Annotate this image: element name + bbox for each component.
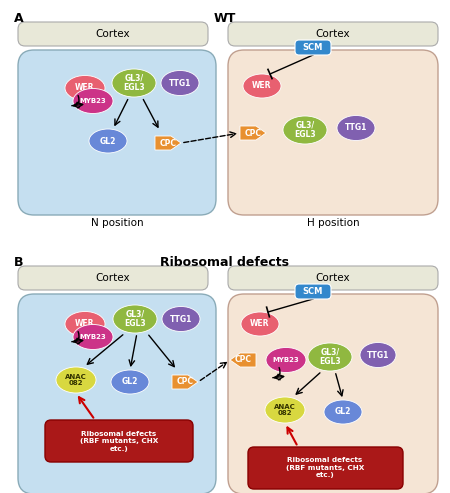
Ellipse shape xyxy=(360,343,396,367)
Text: SCM: SCM xyxy=(303,43,323,52)
Ellipse shape xyxy=(162,307,200,331)
FancyBboxPatch shape xyxy=(45,420,193,462)
Text: Cortex: Cortex xyxy=(96,29,130,39)
Text: Ribosomal defects: Ribosomal defects xyxy=(161,256,289,269)
Text: H position: H position xyxy=(307,218,359,228)
Ellipse shape xyxy=(73,324,113,350)
Text: CPC: CPC xyxy=(244,129,261,138)
Ellipse shape xyxy=(56,367,96,393)
Text: GL2: GL2 xyxy=(100,137,116,145)
Polygon shape xyxy=(230,353,256,367)
Text: GL3/
EGL3: GL3/ EGL3 xyxy=(124,310,146,328)
Text: Cortex: Cortex xyxy=(316,273,350,283)
Polygon shape xyxy=(240,126,266,140)
Text: WER: WER xyxy=(250,319,270,328)
FancyBboxPatch shape xyxy=(228,294,438,493)
Text: TTG1: TTG1 xyxy=(367,351,389,359)
Text: GL2: GL2 xyxy=(122,378,138,387)
Text: CPC: CPC xyxy=(159,139,176,147)
Text: MYB23: MYB23 xyxy=(80,334,106,340)
Ellipse shape xyxy=(266,348,306,373)
FancyBboxPatch shape xyxy=(228,50,438,215)
FancyBboxPatch shape xyxy=(248,447,403,489)
FancyBboxPatch shape xyxy=(18,266,208,290)
Text: B: B xyxy=(14,256,23,269)
Text: MYB23: MYB23 xyxy=(273,357,299,363)
Text: TTG1: TTG1 xyxy=(169,78,191,87)
FancyBboxPatch shape xyxy=(228,266,438,290)
Text: WER: WER xyxy=(252,81,272,91)
Ellipse shape xyxy=(112,69,156,97)
Text: GL3/
EGL3: GL3/ EGL3 xyxy=(319,348,341,366)
Ellipse shape xyxy=(324,400,362,424)
Text: A: A xyxy=(14,12,23,25)
Text: WT: WT xyxy=(214,12,236,25)
Ellipse shape xyxy=(308,343,352,371)
Text: CPC: CPC xyxy=(234,355,252,364)
Text: MYB23: MYB23 xyxy=(80,98,106,104)
FancyBboxPatch shape xyxy=(295,40,331,55)
Text: ANAC
082: ANAC 082 xyxy=(65,374,87,386)
Text: WER: WER xyxy=(75,319,95,328)
Ellipse shape xyxy=(111,370,149,394)
Text: Cortex: Cortex xyxy=(96,273,130,283)
FancyBboxPatch shape xyxy=(18,294,216,493)
Ellipse shape xyxy=(241,312,279,336)
FancyBboxPatch shape xyxy=(18,50,216,215)
Polygon shape xyxy=(155,136,181,150)
Text: GL3/
EGL3: GL3/ EGL3 xyxy=(123,73,145,92)
Text: TTG1: TTG1 xyxy=(345,124,367,133)
Ellipse shape xyxy=(243,74,281,98)
Ellipse shape xyxy=(73,89,113,113)
Text: N position: N position xyxy=(91,218,143,228)
Text: TTG1: TTG1 xyxy=(170,315,192,323)
Text: WER: WER xyxy=(75,83,95,93)
Text: Cortex: Cortex xyxy=(316,29,350,39)
Ellipse shape xyxy=(265,397,305,423)
Ellipse shape xyxy=(65,75,105,101)
Ellipse shape xyxy=(161,70,199,96)
Text: CPC: CPC xyxy=(176,378,194,387)
Text: SCM: SCM xyxy=(303,287,323,296)
Text: ANAC
082: ANAC 082 xyxy=(274,404,296,416)
Ellipse shape xyxy=(65,312,105,337)
Ellipse shape xyxy=(113,305,157,333)
Ellipse shape xyxy=(337,115,375,141)
Text: Ribosomal defects
(RBF mutants, CHX
etc.): Ribosomal defects (RBF mutants, CHX etc.… xyxy=(286,458,364,479)
FancyBboxPatch shape xyxy=(18,22,208,46)
Text: GL2: GL2 xyxy=(335,408,351,417)
Text: Ribosomal defects
(RBF mutants, CHX
etc.): Ribosomal defects (RBF mutants, CHX etc.… xyxy=(80,430,158,452)
Text: GL3/
EGL3: GL3/ EGL3 xyxy=(294,121,316,140)
Ellipse shape xyxy=(89,129,127,153)
FancyBboxPatch shape xyxy=(228,22,438,46)
FancyBboxPatch shape xyxy=(295,284,331,299)
Polygon shape xyxy=(172,375,198,389)
Ellipse shape xyxy=(283,116,327,144)
